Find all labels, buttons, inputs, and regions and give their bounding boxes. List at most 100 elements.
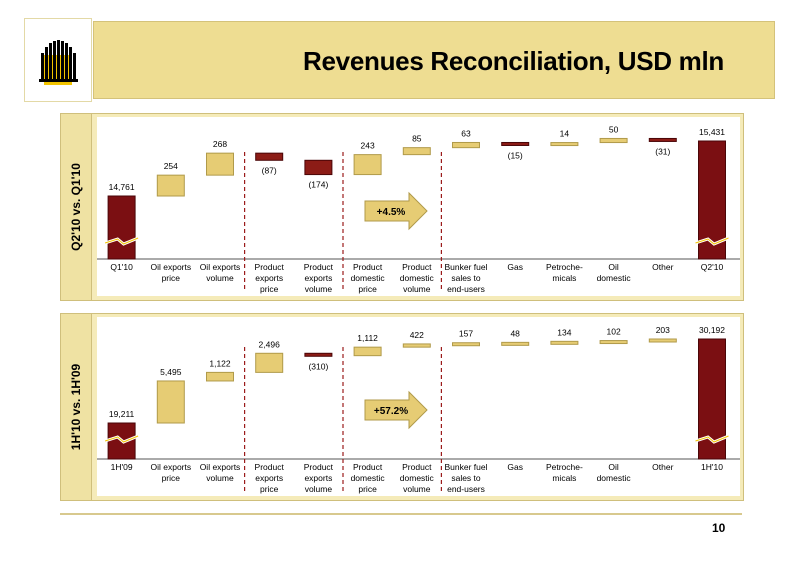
category-tick-label: Q2'10 — [701, 262, 724, 272]
category-tick-label: exports — [255, 273, 283, 283]
growth-label: +4.5% — [377, 207, 406, 218]
category-tick-label: Petroche- — [546, 262, 583, 272]
category-tick-label: exports — [304, 473, 332, 483]
category-tick-label: volume — [305, 484, 333, 494]
category-tick-label: Oil — [608, 462, 619, 472]
data-label: 50 — [609, 124, 619, 134]
category-tick-label: micals — [552, 273, 576, 283]
data-label: 14 — [560, 129, 570, 139]
axis-break-mark — [695, 435, 729, 443]
waterfall-chart-half-year: 19,211 5,495 1,122 2,496 (310) 1,112 422 157 48 1… — [97, 325, 740, 494]
category-tick-label: Oil exports — [150, 262, 191, 272]
category-tick-label: price — [260, 484, 279, 494]
category-tick-label: Gas — [507, 262, 523, 272]
data-label: 268 — [213, 139, 227, 149]
category-tick-label: domestic — [597, 473, 632, 483]
category-tick-label: domestic — [351, 473, 386, 483]
waterfall-chart-quarterly: 14,761 254 268 (87) (174) 243 85 63 (15) 14 50 (31)… — [97, 124, 740, 294]
increase-bar — [206, 152, 234, 176]
increase-bar — [353, 154, 382, 176]
panel-side-label: 1H'10 vs. 1H'09 — [69, 363, 83, 451]
increase-bar — [255, 352, 284, 373]
category-tick-label: price — [358, 484, 377, 494]
data-label: (87) — [262, 165, 277, 175]
axis-break-mark — [104, 435, 139, 443]
category-tick-label: sales to — [451, 473, 481, 483]
company-logo — [24, 18, 92, 102]
increase-bar — [599, 340, 628, 345]
growth-arrow — [364, 390, 428, 430]
chart-panel-quarterly: Q2'10 vs. Q1'10 14,761 254 268 (87) (174) 243… — [60, 113, 744, 301]
increase-bar — [402, 343, 431, 348]
logo-icon — [39, 40, 78, 85]
decrease-bar — [255, 152, 284, 161]
data-label: 102 — [607, 327, 621, 337]
category-tick-label: Other — [652, 262, 673, 272]
category-tick-label: volume — [206, 273, 234, 283]
axis-break-mark — [104, 237, 139, 245]
title-band: Revenues Reconciliation, USD mln — [93, 21, 775, 99]
data-label: 85 — [412, 134, 422, 144]
data-label: 157 — [459, 329, 473, 339]
panel-side-label: Q2'10 vs. Q1'10 — [69, 163, 83, 251]
data-label: 19,211 — [109, 409, 135, 419]
category-tick-label: Gas — [507, 462, 523, 472]
increase-bar — [550, 142, 579, 147]
category-tick-label: sales to — [451, 273, 481, 283]
increase-bar — [599, 137, 628, 144]
category-tick-label: domestic — [400, 273, 435, 283]
data-label: (15) — [508, 150, 523, 160]
data-label: 422 — [410, 330, 424, 340]
category-tick-label: price — [358, 284, 377, 294]
category-tick-label: micals — [552, 473, 576, 483]
data-label: 48 — [510, 328, 520, 338]
category-tick-label: exports — [304, 273, 332, 283]
category-tick-label: Petroche- — [546, 462, 583, 472]
category-tick-label: Product — [353, 262, 383, 272]
data-label: 134 — [557, 327, 571, 337]
data-label: 203 — [656, 325, 670, 335]
category-tick-label: Oil exports — [200, 462, 241, 472]
page-title: Revenues Reconciliation, USD mln — [303, 46, 724, 76]
data-label: 63 — [461, 128, 471, 138]
increase-bar — [156, 174, 185, 197]
category-tick-label: Product — [402, 262, 432, 272]
page-number: 10 — [712, 521, 726, 535]
category-tick-label: exports — [255, 473, 283, 483]
category-tick-label: end-users — [447, 484, 485, 494]
category-tick-label: end-users — [447, 284, 485, 294]
plot-area: 19,211 5,495 1,122 2,496 (310) 1,112 422 157 48 1… — [97, 317, 740, 496]
increase-bar — [353, 346, 382, 357]
category-tick-label: Product — [353, 462, 383, 472]
category-tick-label: Bunker fuel — [445, 462, 488, 472]
increase-bar — [501, 341, 530, 346]
increase-bar — [402, 147, 431, 156]
category-tick-label: domestic — [351, 273, 386, 283]
growth-arrow — [364, 191, 428, 231]
category-tick-label: 1H'09 — [111, 462, 133, 472]
data-label: 1,122 — [209, 358, 231, 368]
category-tick-label: domestic — [597, 273, 632, 283]
category-tick-label: Product — [304, 462, 334, 472]
increase-bar — [648, 338, 677, 343]
panel-side-band: 1H'10 vs. 1H'09 — [61, 314, 92, 500]
data-label: 254 — [164, 161, 178, 171]
data-label: (31) — [655, 146, 670, 156]
category-tick-label: volume — [305, 284, 333, 294]
data-label: 15,431 — [699, 127, 725, 137]
decrease-bar — [501, 141, 530, 146]
increase-bar — [156, 380, 185, 424]
panel-side-band: Q2'10 vs. Q1'10 — [61, 114, 92, 300]
decrease-bar — [304, 159, 333, 176]
category-tick-label: Product — [255, 262, 285, 272]
category-tick-label: Product — [304, 262, 334, 272]
category-tick-label: volume — [206, 473, 234, 483]
data-label: (174) — [308, 180, 328, 190]
category-tick-label: price — [162, 473, 181, 483]
axis-break-mark — [695, 237, 729, 245]
category-tick-label: Oil exports — [150, 462, 191, 472]
data-label: 2,496 — [259, 339, 281, 349]
category-tick-label: price — [260, 284, 279, 294]
data-label: 243 — [361, 141, 375, 151]
plot-area: 14,761 254 268 (87) (174) 243 85 63 (15) 14 50 (31)… — [97, 117, 740, 296]
